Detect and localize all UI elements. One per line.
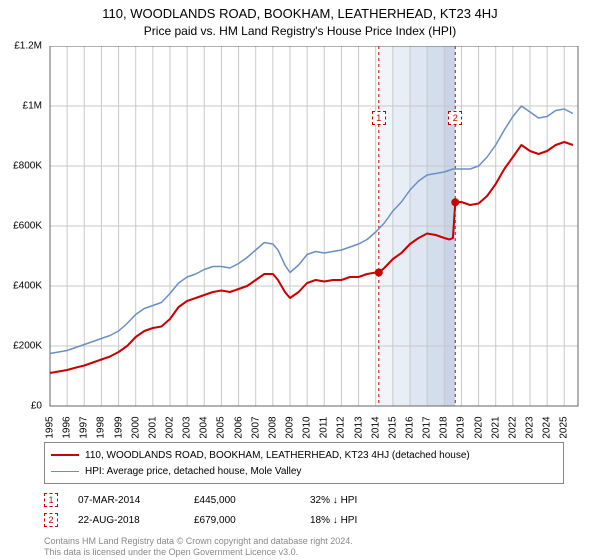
- x-tick-label: 2007: [250, 416, 261, 438]
- x-tick-label: 2024: [542, 416, 553, 438]
- x-tick-label: 2015: [387, 416, 398, 438]
- chart-subtitle: Price paid vs. HM Land Registry's House …: [0, 21, 600, 46]
- x-tick-label: 2010: [302, 416, 313, 438]
- x-tick-label: 2020: [473, 416, 484, 438]
- chart-area: £0£200K£400K£600K£800K£1M£1.2M1995199619…: [0, 46, 600, 436]
- x-tick-label: 2001: [147, 416, 158, 438]
- tx-price: £679,000: [194, 515, 304, 526]
- y-tick-label: £1M: [23, 101, 42, 112]
- x-tick-label: 1998: [96, 416, 107, 438]
- x-tick-label: 1996: [62, 416, 73, 438]
- tx-marker-2: 2: [44, 513, 58, 527]
- x-tick-label: 2014: [370, 416, 381, 438]
- legend-row-hpi: HPI: Average price, detached house, Mole…: [51, 463, 557, 479]
- chart-title: 110, WOODLANDS ROAD, BOOKHAM, LEATHERHEA…: [0, 0, 600, 21]
- x-tick-label: 2012: [336, 416, 347, 438]
- chart-marker: 2: [448, 111, 462, 125]
- x-tick-label: 2005: [216, 416, 227, 438]
- legend-label-hpi: HPI: Average price, detached house, Mole…: [85, 466, 301, 477]
- x-tick-label: 2003: [182, 416, 193, 438]
- legend-swatch-hpi: [51, 471, 79, 472]
- tx-date: 22-AUG-2018: [78, 515, 188, 526]
- y-tick-label: £0: [31, 401, 42, 412]
- tx-marker-1: 1: [44, 493, 58, 507]
- table-row: 2 22-AUG-2018 £679,000 18% ↓ HPI: [44, 510, 564, 530]
- legend: 110, WOODLANDS ROAD, BOOKHAM, LEATHERHEA…: [44, 442, 564, 484]
- y-tick-label: £400K: [13, 281, 42, 292]
- footnote: Contains HM Land Registry data © Crown c…: [44, 536, 564, 559]
- legend-row-property: 110, WOODLANDS ROAD, BOOKHAM, LEATHERHEA…: [51, 447, 557, 463]
- tx-delta: 32% ↓ HPI: [310, 495, 420, 506]
- footnote-line: Contains HM Land Registry data © Crown c…: [44, 536, 564, 547]
- x-tick-label: 2013: [353, 416, 364, 438]
- x-tick-label: 2016: [405, 416, 416, 438]
- x-tick-label: 1999: [113, 416, 124, 438]
- x-tick-label: 2021: [490, 416, 501, 438]
- x-tick-label: 2018: [439, 416, 450, 438]
- x-tick-label: 2025: [559, 416, 570, 438]
- legend-swatch-property: [51, 454, 79, 456]
- x-tick-label: 2022: [507, 416, 518, 438]
- chart-svg: [0, 46, 600, 436]
- footnote-line: This data is licensed under the Open Gov…: [44, 547, 564, 558]
- x-tick-label: 2000: [130, 416, 141, 438]
- x-tick-label: 1995: [45, 416, 56, 438]
- x-tick-label: 2008: [267, 416, 278, 438]
- y-tick-label: £800K: [13, 161, 42, 172]
- x-tick-label: 2006: [233, 416, 244, 438]
- x-tick-label: 2009: [285, 416, 296, 438]
- transaction-table: 1 07-MAR-2014 £445,000 32% ↓ HPI 2 22-AU…: [44, 490, 564, 530]
- chart-marker: 1: [372, 111, 386, 125]
- legend-label-property: 110, WOODLANDS ROAD, BOOKHAM, LEATHERHEA…: [85, 450, 470, 461]
- x-tick-label: 1997: [79, 416, 90, 438]
- x-tick-label: 2019: [456, 416, 467, 438]
- x-tick-label: 2023: [525, 416, 536, 438]
- x-tick-label: 2002: [165, 416, 176, 438]
- y-tick-label: £600K: [13, 221, 42, 232]
- y-tick-label: £200K: [13, 341, 42, 352]
- y-tick-label: £1.2M: [14, 41, 42, 52]
- table-row: 1 07-MAR-2014 £445,000 32% ↓ HPI: [44, 490, 564, 510]
- x-tick-label: 2004: [199, 416, 210, 438]
- x-tick-label: 2011: [319, 417, 330, 439]
- tx-price: £445,000: [194, 495, 304, 506]
- x-tick-label: 2017: [422, 416, 433, 438]
- tx-delta: 18% ↓ HPI: [310, 515, 420, 526]
- tx-date: 07-MAR-2014: [78, 495, 188, 506]
